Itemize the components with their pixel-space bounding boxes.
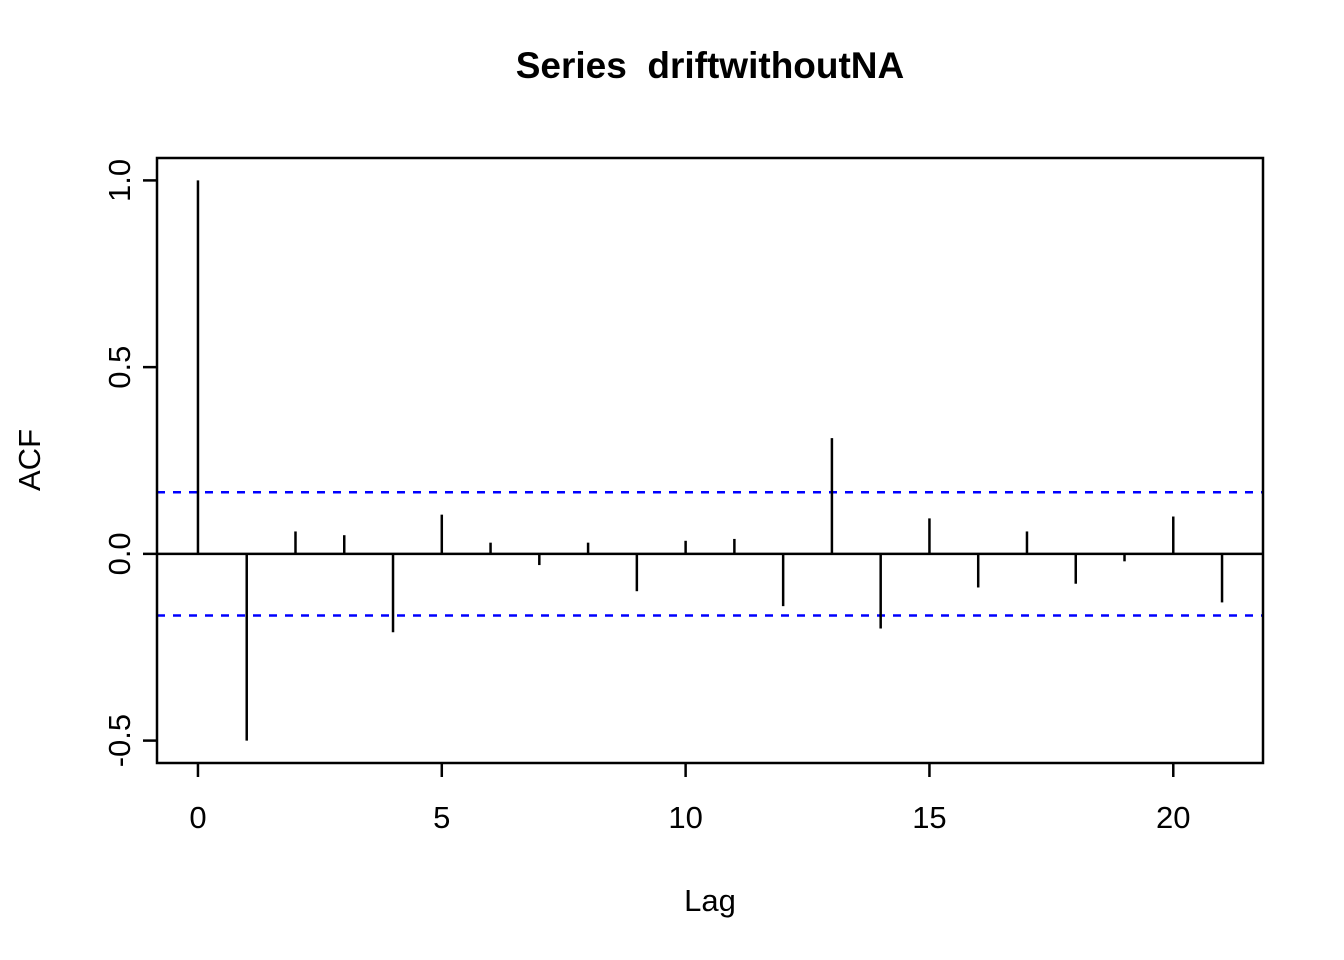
x-tick-label-5: 5: [433, 800, 450, 835]
y-tick-label-0.5: 0.5: [102, 346, 137, 389]
chart-title: Series driftwithoutNA: [516, 45, 905, 86]
x-tick-label-0: 0: [189, 800, 206, 835]
plot-area: 0 5 10 15 20 1.0 0.5 0.0 -0.5: [102, 156, 1265, 835]
y-tick-label--0.5: -0.5: [102, 714, 137, 767]
x-tick-label-10: 10: [668, 800, 702, 835]
y-axis-label: ACF: [12, 429, 47, 491]
y-tick-label-0.0: 0.0: [102, 532, 137, 575]
y-tick-label-1.0: 1.0: [102, 159, 137, 202]
x-tick-label-20: 20: [1156, 800, 1190, 835]
x-axis-label: Lag: [684, 883, 736, 918]
x-tick-label-15: 15: [912, 800, 946, 835]
plot-box: [155, 156, 1265, 765]
